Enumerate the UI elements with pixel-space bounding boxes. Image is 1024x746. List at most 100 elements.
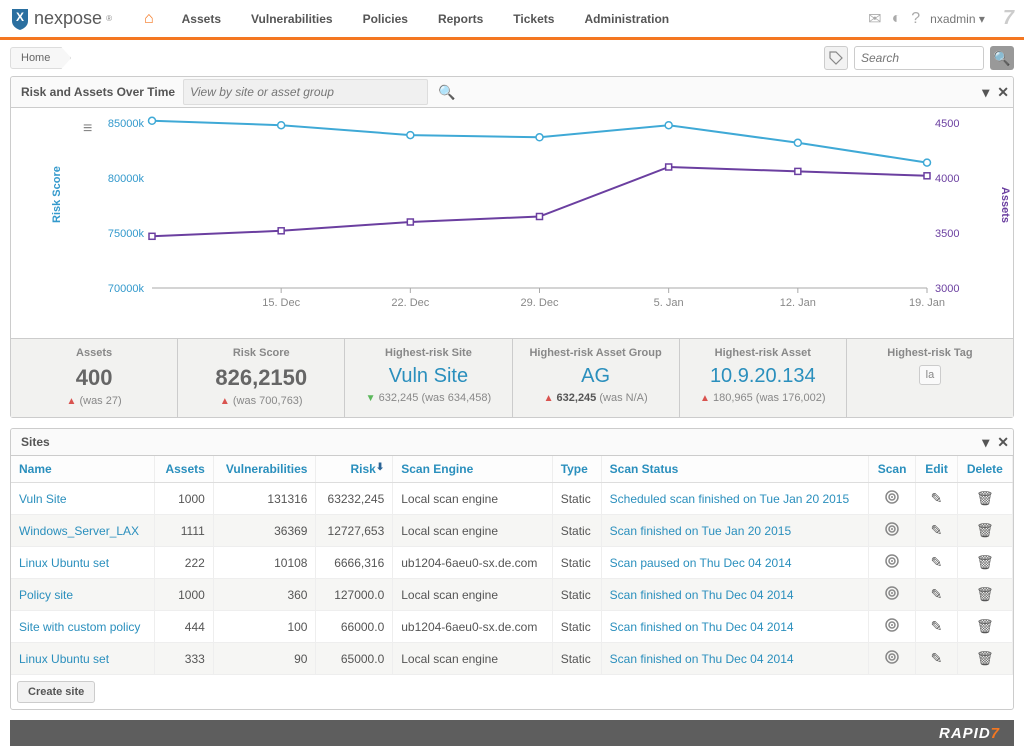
delete-button[interactable]: 🗑 <box>957 483 1012 515</box>
col-risk[interactable]: Risk⬇ <box>316 456 393 483</box>
user-menu[interactable]: nxadmin ▾ <box>930 12 985 26</box>
panel-collapse-icon[interactable]: ▾ <box>978 434 993 451</box>
site-link[interactable]: Site with custom policy <box>19 620 140 634</box>
risk-panel-title: Risk and Assets Over Time <box>17 79 179 105</box>
col-delete[interactable]: Delete <box>957 456 1012 483</box>
nav-policies[interactable]: Policies <box>349 2 422 36</box>
breadcrumb[interactable]: Home <box>10 47 71 69</box>
site-link[interactable]: Vuln Site <box>19 492 67 506</box>
status-link[interactable]: Scan paused on Thu Dec 04 2014 <box>610 556 792 570</box>
risk-filter-input[interactable] <box>183 79 428 105</box>
col-scan-status[interactable]: Scan Status <box>601 456 868 483</box>
col-name[interactable]: Name <box>11 456 155 483</box>
cell-name: Policy site <box>11 579 155 611</box>
chat-icon[interactable]: ✉ <box>868 9 881 29</box>
cell-risk: 127000.0 <box>316 579 393 611</box>
filter-toggle-button[interactable] <box>824 46 848 70</box>
panel-collapse-icon[interactable]: ▾ <box>978 84 993 101</box>
status-link[interactable]: Scan finished on Thu Dec 04 2014 <box>610 588 794 602</box>
site-link[interactable]: Policy site <box>19 588 73 602</box>
chart-menu-icon[interactable]: ≡ <box>83 120 92 138</box>
status-link[interactable]: Scan finished on Thu Dec 04 2014 <box>610 652 794 666</box>
card-delta: ▲ 632,245 (was N/A) <box>517 392 675 404</box>
summary-card: Highest-risk SiteVuln Site▼ 632,245 (was… <box>345 339 512 417</box>
svg-text:80000k: 80000k <box>108 173 145 185</box>
trash-icon: 🗑 <box>976 490 994 506</box>
card-value[interactable]: Vuln Site <box>349 365 507 388</box>
nav-home[interactable]: ⌂ <box>132 2 166 36</box>
cell-name: Linux Ubuntu set <box>11 547 155 579</box>
scan-button[interactable] <box>868 483 916 515</box>
brand-logo[interactable]: X nexpose® <box>10 7 112 31</box>
gauge-icon[interactable]: ◐ <box>892 10 902 28</box>
scan-button[interactable] <box>868 515 916 547</box>
col-scan-engine[interactable]: Scan Engine <box>393 456 552 483</box>
risk-filter-search-icon[interactable]: 🔍 <box>432 84 461 101</box>
panel-close-icon[interactable]: ✕ <box>993 434 1013 451</box>
rapid7-mark-icon: 7 <box>1003 7 1014 30</box>
svg-text:75000k: 75000k <box>108 228 145 240</box>
sub-toolbar: Home 🔍 <box>0 40 1024 76</box>
edit-button[interactable]: ✎ <box>916 579 957 611</box>
status-link[interactable]: Scheduled scan finished on Tue Jan 20 20… <box>610 492 850 506</box>
nav-assets[interactable]: Assets <box>168 2 235 36</box>
svg-text:3500: 3500 <box>935 228 959 240</box>
user-name: nxadmin <box>930 12 975 26</box>
cell-assets: 1000 <box>155 483 214 515</box>
col-edit[interactable]: Edit <box>916 456 957 483</box>
scan-button[interactable] <box>868 579 916 611</box>
cell-vulns: 100 <box>213 611 316 643</box>
scan-button[interactable] <box>868 611 916 643</box>
global-search-button[interactable]: 🔍 <box>990 46 1014 70</box>
scan-button[interactable] <box>868 547 916 579</box>
edit-button[interactable]: ✎ <box>916 515 957 547</box>
status-link[interactable]: Scan finished on Thu Dec 04 2014 <box>610 620 794 634</box>
status-link[interactable]: Scan finished on Tue Jan 20 2015 <box>610 524 791 538</box>
svg-text:5. Jan: 5. Jan <box>654 297 684 309</box>
delete-button[interactable]: 🗑 <box>957 547 1012 579</box>
card-value[interactable]: 10.9.20.134 <box>684 365 842 388</box>
pencil-icon: ✎ <box>931 650 943 666</box>
cell-vulns: 90 <box>213 643 316 675</box>
left-axis-label: Risk Score <box>51 166 63 223</box>
trash-icon: 🗑 <box>976 554 994 570</box>
col-assets[interactable]: Assets <box>155 456 214 483</box>
nav-vulnerabilities[interactable]: Vulnerabilities <box>237 2 347 36</box>
delete-button[interactable]: 🗑 <box>957 643 1012 675</box>
nav-administration[interactable]: Administration <box>570 2 683 36</box>
trash-icon: 🗑 <box>976 618 994 634</box>
delete-button[interactable]: 🗑 <box>957 611 1012 643</box>
site-link[interactable]: Windows_Server_LAX <box>19 524 139 538</box>
help-icon[interactable]: ? <box>911 10 920 28</box>
footer: RAPID7 <box>10 720 1014 746</box>
edit-button[interactable]: ✎ <box>916 643 957 675</box>
card-title: Highest-risk Site <box>349 347 507 359</box>
target-icon <box>884 588 900 604</box>
delete-button[interactable]: 🗑 <box>957 579 1012 611</box>
card-value[interactable]: AG <box>517 365 675 388</box>
cell-type: Static <box>552 611 601 643</box>
sites-panel-header: Sites ▾ ✕ <box>11 429 1013 456</box>
risk-panel: Risk and Assets Over Time 🔍 ▾ ✕ ≡ Risk S… <box>10 76 1014 418</box>
site-link[interactable]: Linux Ubuntu set <box>19 652 109 666</box>
right-axis-label: Assets <box>999 187 1011 223</box>
col-vulnerabilities[interactable]: Vulnerabilities <box>213 456 316 483</box>
delete-button[interactable]: 🗑 <box>957 515 1012 547</box>
target-icon <box>884 524 900 540</box>
edit-button[interactable]: ✎ <box>916 483 957 515</box>
trash-icon: 🗑 <box>976 522 994 538</box>
edit-button[interactable]: ✎ <box>916 547 957 579</box>
nav-reports[interactable]: Reports <box>424 2 497 36</box>
highest-risk-tag[interactable]: la <box>919 365 942 385</box>
site-link[interactable]: Linux Ubuntu set <box>19 556 109 570</box>
svg-text:29. Dec: 29. Dec <box>521 297 559 309</box>
col-scan[interactable]: Scan <box>868 456 916 483</box>
edit-button[interactable]: ✎ <box>916 611 957 643</box>
global-search-input[interactable] <box>854 46 984 70</box>
col-type[interactable]: Type <box>552 456 601 483</box>
nav-tickets[interactable]: Tickets <box>499 2 568 36</box>
create-site-button[interactable]: Create site <box>17 681 95 703</box>
panel-close-icon[interactable]: ✕ <box>993 84 1013 101</box>
scan-button[interactable] <box>868 643 916 675</box>
table-row: Site with custom policy44410066000.0ub12… <box>11 611 1013 643</box>
